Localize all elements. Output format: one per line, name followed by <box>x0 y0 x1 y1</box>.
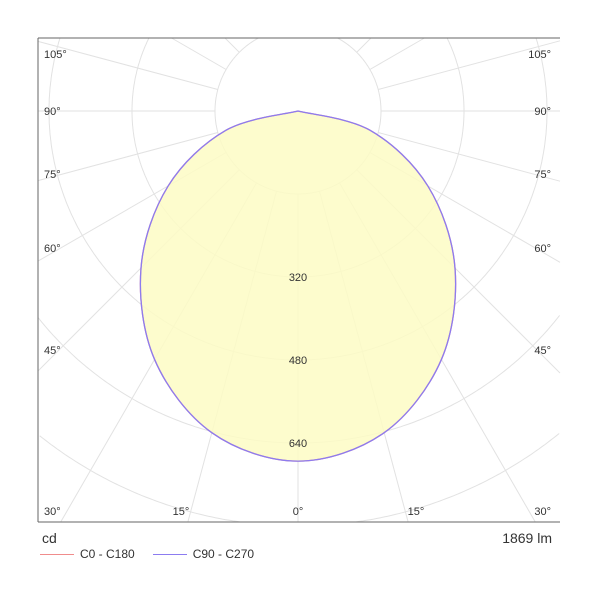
angle-label-bottom: 15° <box>408 506 425 518</box>
radial-tick-label: 480 <box>289 355 307 367</box>
angle-label-right: 30° <box>534 506 551 518</box>
angle-label-left: 45° <box>44 345 61 357</box>
grid-spoke <box>378 40 561 91</box>
legend-swatch-c90 <box>152 553 187 555</box>
grid-spoke <box>37 40 218 91</box>
angle-label-bottom: 0° <box>293 506 304 518</box>
legend-swatch-c0 <box>40 553 74 555</box>
angle-label-left: 90° <box>44 106 61 118</box>
grid-spoke <box>171 37 227 70</box>
unit-label: cd <box>42 530 57 546</box>
angle-label-right: 60° <box>534 243 551 255</box>
legend-label-c0: C0 - C180 <box>80 547 135 561</box>
radial-tick-label: 320 <box>289 272 307 284</box>
angle-label-left: 105° <box>44 49 67 61</box>
angle-label-right: 45° <box>534 345 551 357</box>
radial-tick-label: 640 <box>289 438 307 450</box>
legend-item-c90: C90 - C270 <box>152 547 255 561</box>
angle-label-right: 105° <box>528 49 551 61</box>
angle-label-right: 75° <box>534 169 551 181</box>
angle-label-left: 60° <box>44 243 61 255</box>
luminous-flux-label: 1869 lm <box>502 530 552 546</box>
series-curve-1 <box>139 110 457 462</box>
grid-ring <box>39 433 560 523</box>
grid-spoke <box>224 37 240 53</box>
grid-spoke <box>378 131 561 182</box>
legend-item-c0: C0 - C180 <box>40 547 135 561</box>
angle-label-right: 90° <box>534 106 551 118</box>
angle-label-left: 75° <box>44 169 61 181</box>
intensity-fill <box>140 111 456 462</box>
grid-spoke <box>356 37 372 53</box>
legend-label-c90: C90 - C270 <box>192 547 255 561</box>
angle-label-bottom: 15° <box>173 506 190 518</box>
grid-spoke <box>37 131 218 182</box>
angle-label-left: 30° <box>44 506 61 518</box>
grid-spoke <box>369 37 425 70</box>
legend: C0 - C180 C90 - C270 <box>40 547 254 561</box>
